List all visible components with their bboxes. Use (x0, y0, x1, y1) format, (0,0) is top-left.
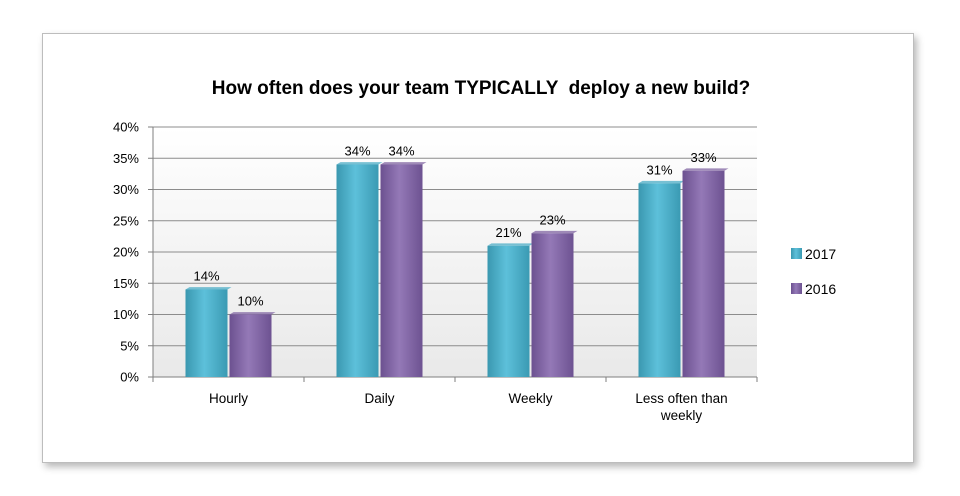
y-tick-label: 20% (113, 245, 139, 260)
x-category-label: Hourly (209, 391, 248, 406)
x-category-label: weekly (660, 408, 703, 423)
y-tick-label: 35% (113, 151, 139, 166)
data-label: 34% (388, 144, 414, 159)
bar-chart: How often does your team TYPICALLY deplo… (113, 78, 836, 423)
bar-2017 (487, 245, 530, 377)
data-label: 33% (690, 150, 716, 165)
bar-2016 (380, 164, 423, 377)
bar-2016 (531, 233, 574, 377)
y-tick-label: 25% (113, 213, 139, 228)
bar-2016 (682, 170, 725, 377)
bar-2016 (229, 314, 272, 377)
data-label: 10% (237, 294, 263, 309)
data-label: 23% (539, 212, 565, 227)
bar-top-2017 (638, 180, 685, 184)
legend-label: 2016 (805, 281, 836, 297)
x-category-label: Weekly (508, 391, 552, 406)
bar-top-2017 (487, 243, 534, 246)
y-tick-label: 5% (120, 338, 139, 353)
legend-label: 2017 (805, 246, 836, 262)
y-tick-label: 30% (113, 182, 139, 197)
bar-top-2016 (531, 230, 578, 234)
data-label: 31% (646, 162, 672, 177)
chart-title: How often does your team TYPICALLY deplo… (212, 78, 750, 99)
y-tick-label: 40% (113, 120, 139, 135)
data-label: 34% (344, 144, 370, 159)
y-tick-label: 15% (113, 276, 139, 291)
y-tick-label: 0% (120, 370, 139, 385)
bar-2017 (185, 289, 228, 377)
x-category-label: Daily (364, 391, 394, 406)
y-tick-label: 10% (113, 307, 139, 322)
bar-top-2016 (682, 168, 729, 171)
data-label: 14% (193, 269, 219, 284)
legend-swatch-2016 (791, 283, 802, 294)
chart-frame: How often does your team TYPICALLY deplo… (42, 33, 914, 463)
bar-2017 (336, 164, 379, 377)
bar-top-2017 (336, 162, 383, 165)
data-label: 21% (495, 225, 521, 240)
x-category-label: Less often than (635, 391, 727, 406)
bar-top-2017 (185, 287, 232, 290)
bar-top-2016 (380, 162, 427, 165)
bar-top-2016 (229, 312, 276, 315)
bar-2017 (638, 183, 681, 377)
legend-swatch-2017 (791, 248, 802, 259)
